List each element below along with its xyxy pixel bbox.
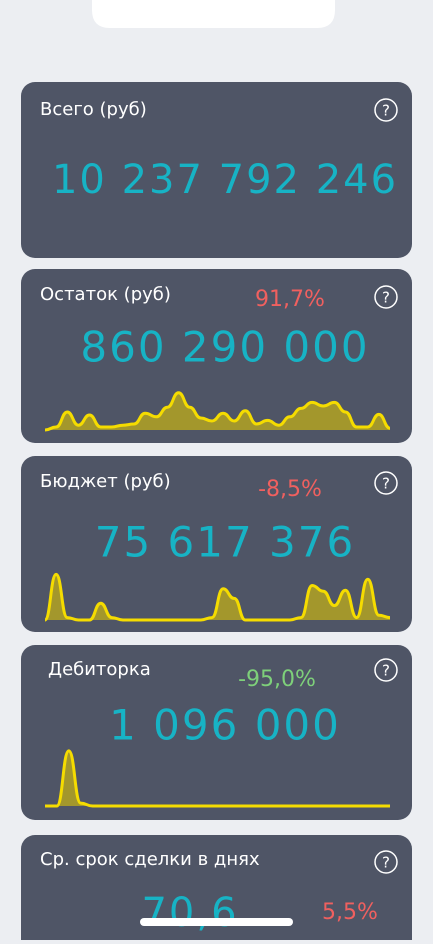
help-icon-circle[interactable] (374, 471, 398, 495)
sparkline-line (45, 749, 390, 808)
help-icon-circle[interactable] (374, 285, 398, 309)
help-icon-circle[interactable] (374, 98, 398, 122)
help-icon[interactable]: ? (382, 289, 390, 307)
card-title: Дебиторка (48, 659, 151, 680)
card-background (21, 835, 412, 944)
help-icon[interactable]: ? (382, 102, 390, 120)
kpi-change: 5,5% (322, 900, 378, 925)
card-title: Бюджет (руб) (40, 471, 171, 492)
kpi-card: Бюджет (руб) ? 75 617 376 -8,5% (21, 456, 412, 632)
kpi-value: 75 617 376 (95, 518, 355, 567)
sparkline-area (45, 392, 390, 430)
help-icon-circle[interactable] (374, 658, 398, 682)
kpi-value: 860 290 000 (80, 323, 369, 372)
help-icon[interactable]: ? (382, 475, 390, 493)
notch (92, 0, 335, 28)
card-background (21, 269, 412, 443)
kpi-change: -8,5% (258, 477, 322, 502)
kpi-value: 70,6 (141, 890, 238, 936)
kpi-change: 91,7% (255, 287, 325, 312)
kpi-card: Всего (руб) ? 10 237 792 246 (21, 82, 412, 258)
kpi-card: Дебиторка ? 1 096 000 -95,0% (21, 645, 412, 820)
home-indicator (140, 918, 293, 926)
kpi-value: 10 237 792 246 (52, 157, 398, 203)
help-icon-circle[interactable] (374, 850, 398, 874)
sparkline-line (44, 391, 391, 432)
kpi-change: -95,0% (238, 667, 316, 692)
card-title: Всего (руб) (40, 99, 147, 120)
help-icon[interactable]: ? (382, 854, 390, 872)
help-icon[interactable]: ? (382, 662, 390, 680)
card-background (21, 82, 412, 258)
kpi-value: 1 096 000 (109, 701, 341, 750)
card-title: Остаток (руб) (40, 284, 171, 305)
card-title: Ср. срок сделки в днях (40, 849, 260, 870)
card-background (21, 645, 412, 820)
kpi-card: Ср. срок сделки в днях ? 70,6 5,5% (21, 835, 412, 944)
kpi-card: Остаток (руб) ? 860 290 000 91,7% (21, 269, 412, 443)
cards: Всего (руб) ? 10 237 792 246 Остаток (руб)?… (21, 82, 412, 944)
sparkline-line (43, 572, 391, 622)
sparkline-area (45, 574, 390, 620)
